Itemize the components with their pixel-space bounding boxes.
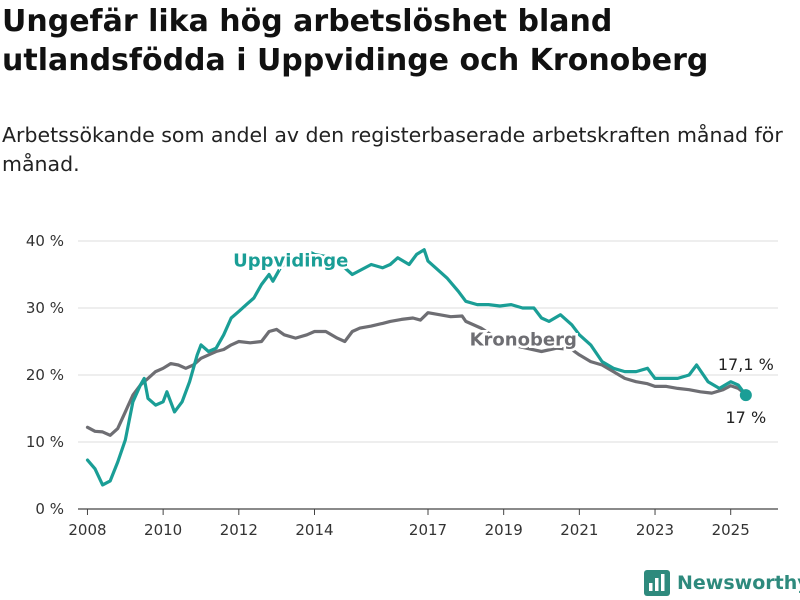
y-tick-label: 30 %	[26, 299, 64, 317]
y-tick-label: 20 %	[26, 366, 64, 384]
chart-title: Ungefär lika hög arbetslöshet bland utla…	[2, 4, 709, 78]
end-label-uppvidinge: 17 %	[726, 408, 767, 427]
series-label-kronoberg: Kronoberg	[470, 330, 577, 351]
x-tick-label: 2012	[220, 521, 258, 539]
chart-subtitle: Arbetssökande som andel av den registerb…	[2, 123, 783, 176]
x-tick-label: 2017	[409, 521, 447, 539]
brand-name: Newsworthy	[677, 572, 800, 594]
x-tick-label: 2021	[560, 521, 598, 539]
label-layer: Uppvidinge Kronoberg 17 % 17,1 %	[231, 248, 776, 427]
y-tick-label: 10 %	[26, 433, 64, 451]
end-label-kronoberg: 17,1 %	[718, 355, 774, 374]
bar-chart-logo-icon	[644, 570, 670, 596]
y-tick-label: 40 %	[26, 232, 64, 250]
grid-layer	[78, 240, 778, 510]
y-tick-label: 0 %	[35, 500, 64, 518]
axis-layer: 0 % 10 % 20 % 30 % 40 % 2008 2010 2012 2014 2017 2…	[26, 232, 750, 539]
series-label-uppvidinge: Uppvidinge	[233, 250, 348, 271]
x-tick-label: 2010	[144, 521, 182, 539]
series-line-kronoberg	[85, 311, 748, 437]
x-tick-label: 2023	[636, 521, 674, 539]
end-point-uppvidinge	[739, 389, 752, 402]
series-line-uppvidinge	[85, 248, 748, 487]
x-tick-label: 2019	[485, 521, 523, 539]
series-layer	[85, 248, 748, 487]
newsworthy-logo[interactable]: Newsworthy	[644, 568, 800, 598]
x-tick-label: 2025	[712, 521, 750, 539]
x-tick-label: 2008	[68, 521, 106, 539]
x-tick-label: 2014	[295, 521, 333, 539]
